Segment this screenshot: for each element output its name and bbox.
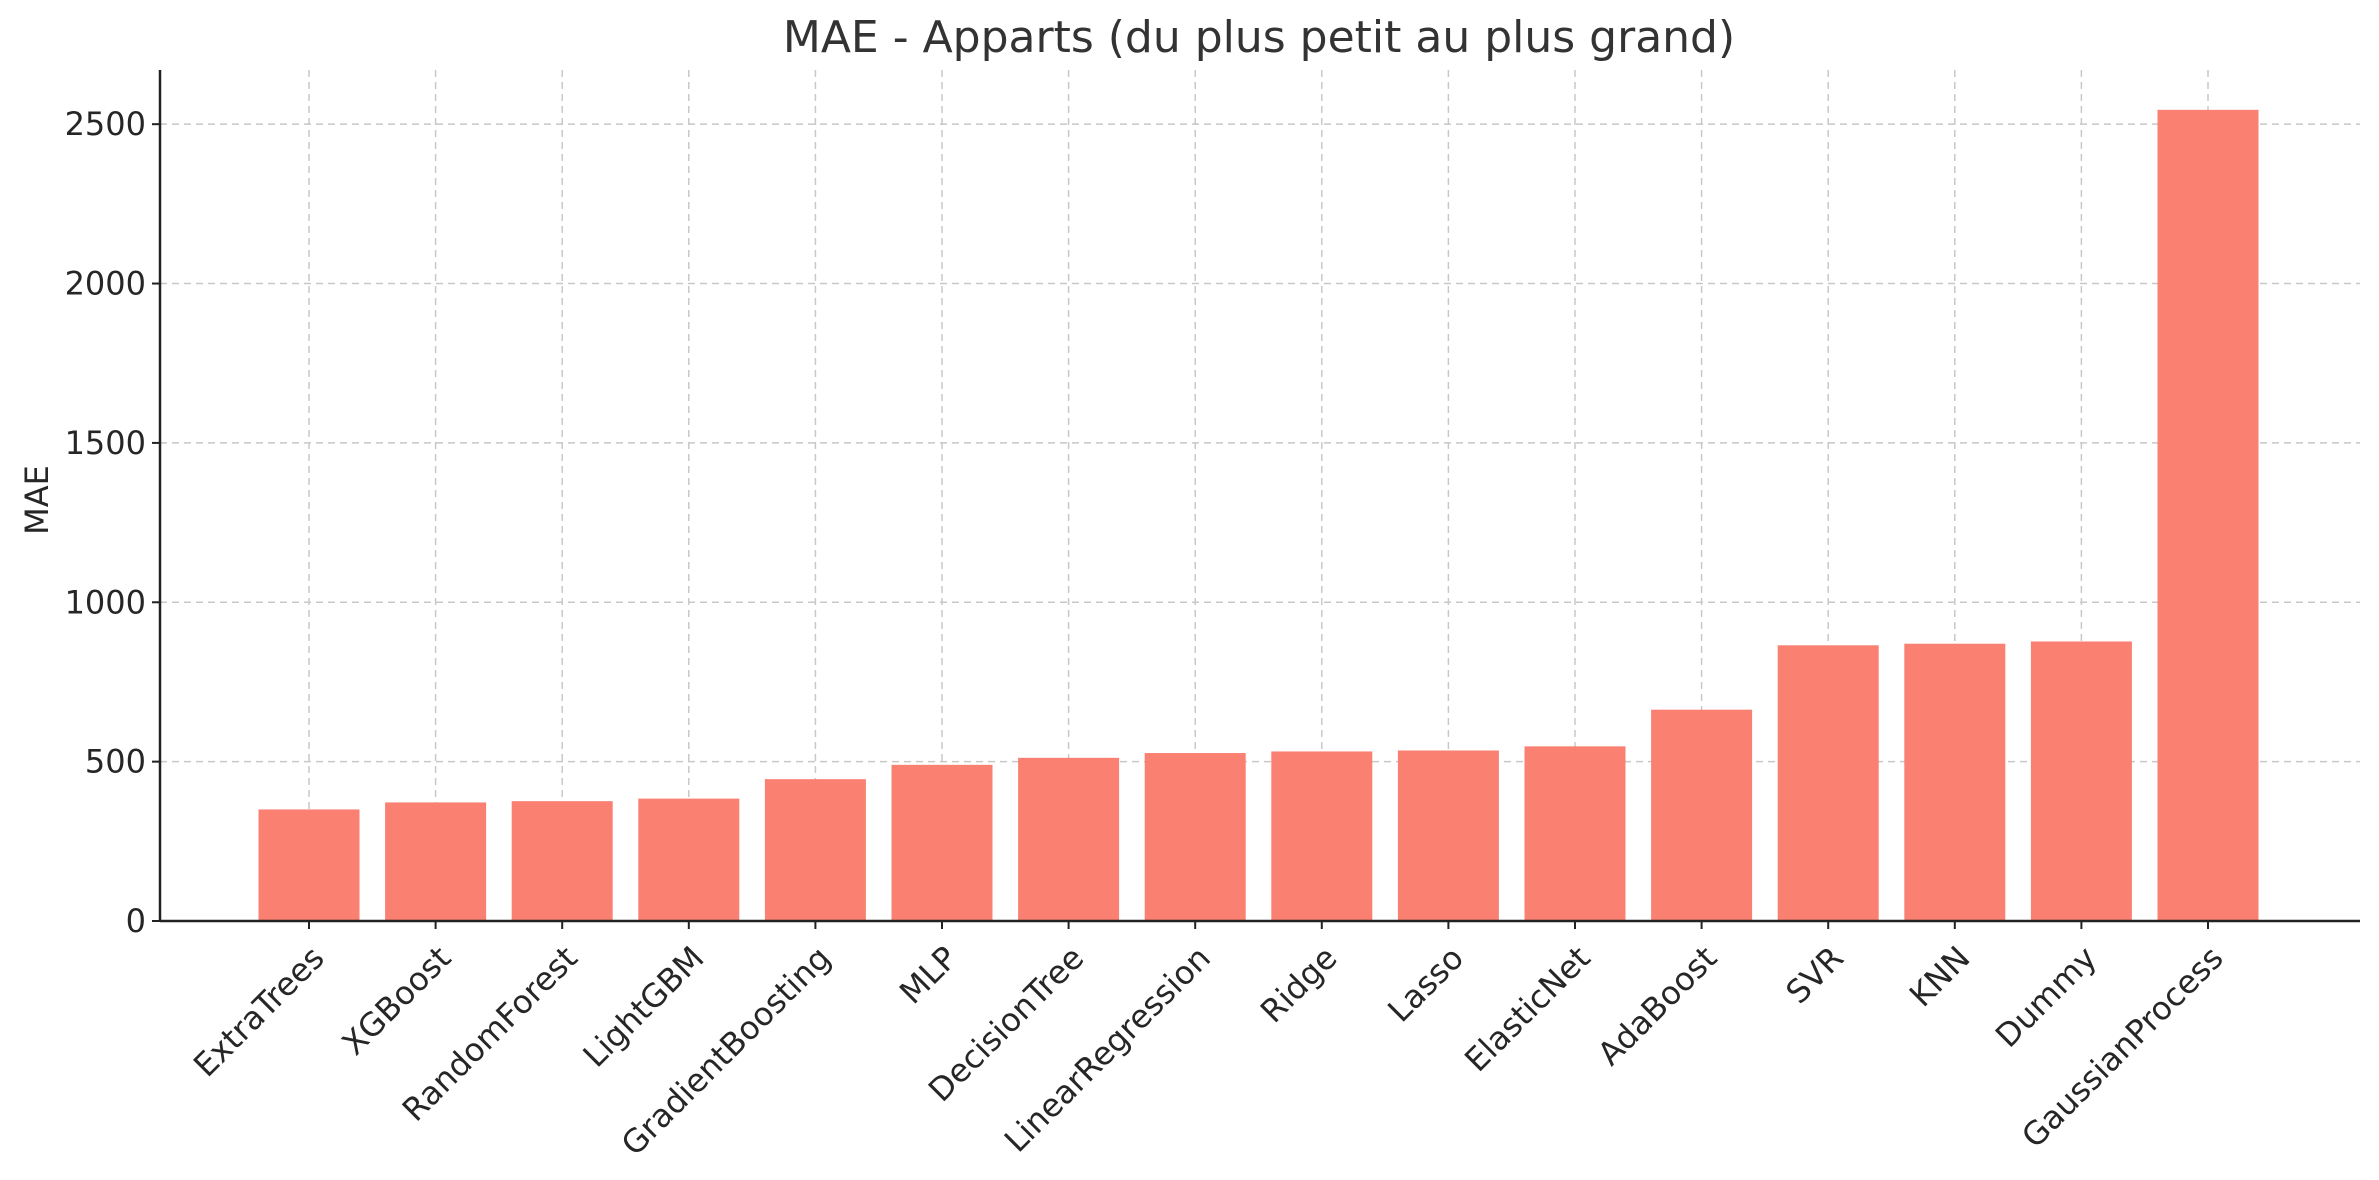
bar-gaussianprocess	[2157, 109, 2259, 921]
bar-linearregression	[1144, 753, 1246, 921]
x-tick-label: KNN	[1902, 939, 1978, 1015]
bar-randomforest	[511, 801, 613, 921]
bar-extratrees	[258, 809, 360, 921]
x-tick-label: Ridge	[1253, 939, 1345, 1031]
y-tick-label: 1000	[65, 583, 146, 621]
y-tick-label: 2000	[65, 265, 146, 303]
x-tick-label: GradientBoosting	[614, 939, 838, 1163]
bar-knn	[1904, 643, 2006, 921]
x-tick-label: Dummy	[1988, 939, 2104, 1055]
y-tick-label: 2500	[65, 105, 146, 143]
bar-mlp	[891, 764, 993, 921]
bar-svr	[1777, 645, 1879, 921]
bar-ridge	[1271, 751, 1373, 921]
bar-elasticnet	[1524, 746, 1626, 921]
bar-gradientboosting	[764, 779, 866, 921]
y-axis-title: MAE	[18, 465, 56, 535]
axis-layer	[152, 70, 2360, 929]
x-tick-label: AdaBoost	[1590, 939, 1724, 1073]
grid-layer	[160, 70, 2360, 921]
y-tick-label: 1500	[65, 424, 146, 462]
x-tick-label: SVR	[1778, 939, 1850, 1011]
x-tick-label: MLP	[892, 939, 965, 1012]
x-tick-label: ExtraTrees	[186, 939, 332, 1085]
y-tick-label: 500	[85, 743, 146, 781]
bar-lasso	[1397, 750, 1499, 921]
chart-title: MAE - Apparts (du plus petit au plus gra…	[783, 12, 1735, 63]
y-tick-label: 0	[126, 902, 146, 940]
bar-dummy	[2030, 641, 2132, 921]
bar-decisiontree	[1018, 757, 1120, 921]
x-tick-label: XGBoost	[334, 939, 458, 1063]
bar-layer	[258, 109, 2259, 921]
bar-xgboost	[385, 802, 487, 921]
x-tick-label: Lasso	[1380, 939, 1471, 1030]
bar-lightgbm	[638, 798, 740, 921]
x-tick-label: LightGBM	[576, 939, 712, 1075]
x-tick-label: ElasticNet	[1457, 939, 1597, 1079]
bar-adaboost	[1651, 709, 1753, 921]
